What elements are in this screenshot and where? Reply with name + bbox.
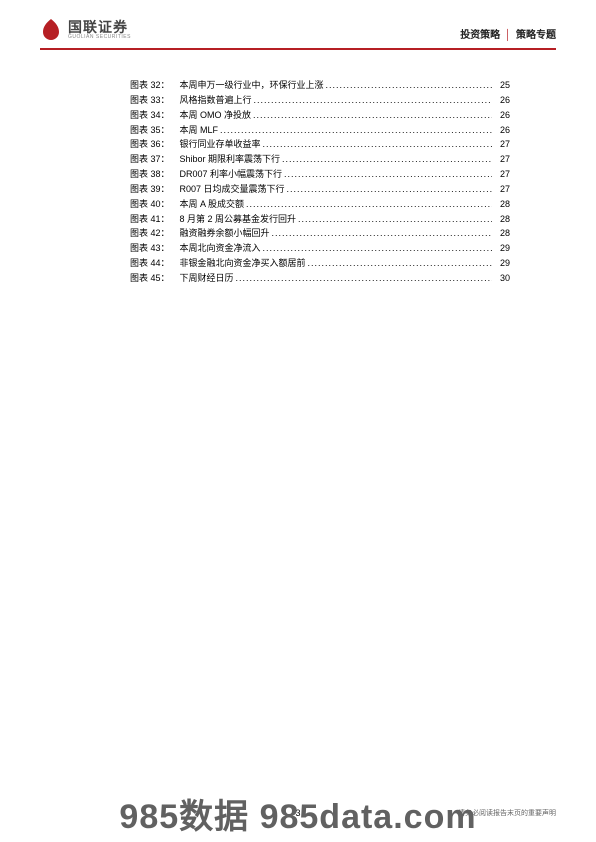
toc-title: DR007 利率小幅震荡下行 xyxy=(180,167,283,182)
toc-row: 图表 35： 本周 MLF 26 xyxy=(130,123,510,138)
toc-leader-dots xyxy=(298,212,492,227)
toc-row: 图表 41： 8 月第 2 周公募基金发行回升 28 xyxy=(130,212,510,227)
toc-page: 26 xyxy=(494,123,510,138)
header-category-right: 策略专题 xyxy=(516,30,556,41)
toc-row: 图表 36： 银行同业存单收益率 27 xyxy=(130,137,510,152)
toc-title: 非银金融北向资金净买入额居前 xyxy=(180,256,306,271)
toc-title: 下周财经日历 xyxy=(180,271,234,286)
company-logo-text: 国联证券 GUOLIAN SECURITIES xyxy=(68,20,131,40)
toc-page: 29 xyxy=(494,256,510,271)
toc-page: 29 xyxy=(494,241,510,256)
footer-disclaimer: 请务必阅读报告末页的重要声明 xyxy=(458,808,556,818)
toc-title: R007 日均成交量震荡下行 xyxy=(180,182,285,197)
toc-title: 本周 MLF xyxy=(180,123,219,138)
figure-toc: 图表 32： 本周申万一级行业中，环保行业上涨 25 图表 33： 风格指数普遍上行 26… xyxy=(130,78,510,286)
toc-label: 图表 43： xyxy=(130,241,170,256)
toc-title: 本周 A 股成交额 xyxy=(180,197,245,212)
flame-icon xyxy=(40,18,62,42)
toc-page: 25 xyxy=(494,78,510,93)
company-name-en: GUOLIAN SECURITIES xyxy=(68,35,131,40)
toc-page: 26 xyxy=(494,93,510,108)
toc-title: 风格指数普遍上行 xyxy=(180,93,252,108)
toc-row: 图表 33： 风格指数普遍上行 26 xyxy=(130,93,510,108)
toc-row: 图表 34： 本周 OMO 净投放 26 xyxy=(130,108,510,123)
toc-page: 27 xyxy=(494,152,510,167)
toc-leader-dots xyxy=(287,182,492,197)
toc-leader-dots xyxy=(263,241,492,256)
toc-row: 图表 39： R007 日均成交量震荡下行 27 xyxy=(130,182,510,197)
toc-label: 图表 34： xyxy=(130,108,170,123)
toc-row: 图表 43： 本周北向资金净流入 29 xyxy=(130,241,510,256)
page-footer: 3 请务必阅读报告末页的重要声明 xyxy=(0,808,596,818)
toc-label: 图表 35： xyxy=(130,123,170,138)
toc-title: 银行同业存单收益率 xyxy=(180,137,261,152)
toc-leader-dots xyxy=(220,123,492,138)
header-category: 投资策略 │ 策略专题 xyxy=(460,26,556,41)
toc-leader-dots xyxy=(253,108,492,123)
toc-label: 图表 36： xyxy=(130,137,170,152)
toc-label: 图表 33： xyxy=(130,93,170,108)
toc-leader-dots xyxy=(284,167,492,182)
toc-title: 本周申万一级行业中，环保行业上涨 xyxy=(180,78,324,93)
toc-row: 图表 37： Shibor 期限利率震荡下行 27 xyxy=(130,152,510,167)
toc-page: 28 xyxy=(494,197,510,212)
toc-label: 图表 40： xyxy=(130,197,170,212)
toc-leader-dots xyxy=(326,78,492,93)
toc-leader-dots xyxy=(282,152,492,167)
toc-page: 28 xyxy=(494,226,510,241)
header: 国联证券 GUOLIAN SECURITIES 投资策略 │ 策略专题 xyxy=(0,0,596,52)
company-logo: 国联证券 GUOLIAN SECURITIES xyxy=(40,18,131,42)
header-category-separator: │ xyxy=(505,30,511,41)
toc-leader-dots xyxy=(272,226,492,241)
toc-label: 图表 38： xyxy=(130,167,170,182)
toc-leader-dots xyxy=(236,271,492,286)
header-category-left: 投资策略 xyxy=(460,30,500,41)
toc-title: 本周北向资金净流入 xyxy=(180,241,261,256)
toc-leader-dots xyxy=(308,256,492,271)
toc-label: 图表 39： xyxy=(130,182,170,197)
toc-row: 图表 32： 本周申万一级行业中，环保行业上涨 25 xyxy=(130,78,510,93)
toc-leader-dots xyxy=(246,197,492,212)
toc-page: 27 xyxy=(494,167,510,182)
toc-label: 图表 32： xyxy=(130,78,170,93)
toc-title: 8 月第 2 周公募基金发行回升 xyxy=(180,212,297,227)
toc-label: 图表 37： xyxy=(130,152,170,167)
toc-page: 27 xyxy=(494,182,510,197)
toc-label: 图表 41： xyxy=(130,212,170,227)
toc-title: Shibor 期限利率震荡下行 xyxy=(180,152,281,167)
toc-leader-dots xyxy=(254,93,492,108)
toc-row: 图表 42： 融资融券余额小幅回升 28 xyxy=(130,226,510,241)
toc-label: 图表 45： xyxy=(130,271,170,286)
toc-row: 图表 40： 本周 A 股成交额 28 xyxy=(130,197,510,212)
toc-page: 30 xyxy=(494,271,510,286)
toc-row: 图表 44： 非银金融北向资金净买入额居前 29 xyxy=(130,256,510,271)
toc-page: 26 xyxy=(494,108,510,123)
toc-page: 27 xyxy=(494,137,510,152)
toc-page: 28 xyxy=(494,212,510,227)
toc-title: 本周 OMO 净投放 xyxy=(180,108,252,123)
header-rule xyxy=(40,48,556,50)
toc-row: 图表 38： DR007 利率小幅震荡下行 27 xyxy=(130,167,510,182)
toc-title: 融资融券余额小幅回升 xyxy=(180,226,270,241)
toc-label: 图表 44： xyxy=(130,256,170,271)
toc-leader-dots xyxy=(263,137,492,152)
toc-row: 图表 45： 下周财经日历 30 xyxy=(130,271,510,286)
toc-label: 图表 42： xyxy=(130,226,170,241)
company-name-cn: 国联证券 xyxy=(68,20,131,34)
